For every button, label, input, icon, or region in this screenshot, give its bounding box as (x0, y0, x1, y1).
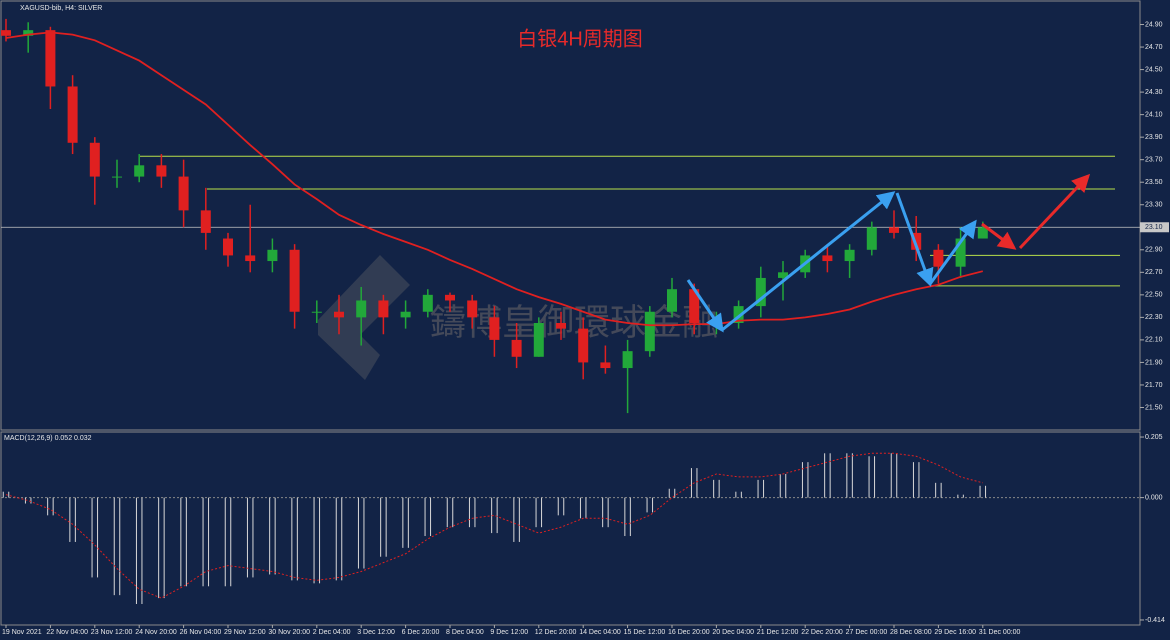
y-tick-label: 23.30 (1145, 202, 1163, 209)
candle-body (156, 165, 167, 177)
candle-body (378, 300, 389, 318)
candle-body (644, 311, 655, 352)
y-tick-label: 23.90 (1145, 134, 1163, 141)
candle-body (334, 311, 344, 318)
y-tick-label: 24.70 (1145, 44, 1163, 51)
x-tick-label: 24 Nov 20:00 (135, 629, 177, 636)
price-frame (0, 0, 1141, 431)
candle-body (422, 294, 433, 312)
candle-body (67, 86, 78, 143)
macd-label: MACD(12,26,9) 0.052 0.032 (4, 435, 92, 442)
candle-body (689, 289, 700, 323)
y-tick-label: 24.30 (1145, 89, 1163, 96)
header: XAGUSD-bib, H4: SILVER (20, 5, 102, 12)
y-tick-label: 22.90 (1145, 247, 1163, 254)
candle-body (267, 249, 278, 262)
x-tick-label: 16 Dec 20:00 (668, 629, 710, 636)
candle-body (511, 339, 522, 357)
x-tick-label: 9 Dec 12:00 (490, 629, 528, 636)
candle-body (289, 249, 300, 312)
candle-body (134, 165, 145, 177)
candle-body (23, 30, 34, 36)
x-tick-label: 22 Dec 20:00 (801, 629, 843, 636)
candle-body (467, 300, 478, 318)
y-tick-label: 22.10 (1145, 337, 1163, 344)
candle-body (911, 232, 922, 250)
candle-body (977, 227, 988, 239)
annotation-arrows (686, 173, 1091, 333)
x-tick-label: 2 Dec 04:00 (313, 629, 351, 636)
candle-body (866, 227, 877, 250)
x-tick-label: 30 Nov 20:00 (268, 629, 310, 636)
x-tick-label: 29 Dec 16:00 (934, 629, 976, 636)
candle-body (445, 294, 455, 301)
candle-body (400, 311, 411, 318)
y-tick-label: 0.000 (1145, 494, 1163, 501)
y-tick-label: 22.50 (1145, 292, 1163, 299)
y-tick-label: 23.50 (1145, 179, 1163, 186)
x-tick-label: 12 Dec 20:00 (535, 629, 577, 636)
x-tick-label: 26 Nov 04:00 (180, 629, 222, 636)
x-tick-label: 31 Dec 00:00 (979, 629, 1021, 636)
candle-body (200, 210, 211, 233)
x-tick-label: 3 Dec 12:00 (357, 629, 395, 636)
candle-body (356, 300, 367, 318)
y-tick-label: 22.30 (1145, 314, 1163, 321)
x-tick-label: 29 Nov 12:00 (224, 629, 266, 636)
candle-body (733, 306, 744, 323)
candle-body (533, 323, 544, 357)
candle-body (667, 289, 677, 312)
candle-body (844, 249, 855, 262)
x-tick-label: 15 Dec 12:00 (624, 629, 666, 636)
candle-body (223, 238, 233, 256)
candle-body (778, 272, 788, 278)
x-tick-label: 23 Nov 12:00 (91, 629, 133, 636)
candle-body (600, 362, 611, 369)
candle-body (178, 176, 189, 211)
x-tick-label: 8 Dec 04:00 (446, 629, 484, 636)
candle-body (489, 317, 500, 340)
macd-frame (0, 431, 1141, 626)
candle-body (1, 30, 11, 36)
price-label-bg (1140, 222, 1169, 233)
y-tick-label: 22.70 (1145, 269, 1163, 276)
candle-body (622, 351, 633, 369)
y-tick-label: 23.70 (1145, 157, 1163, 164)
candle-body (556, 323, 566, 329)
y-tick-label: 0.205 (1145, 434, 1163, 441)
candle-body (933, 249, 944, 267)
candle-body (955, 238, 966, 267)
y-tick-label: 21.90 (1145, 359, 1163, 366)
x-tick-label: 22 Nov 04:00 (46, 629, 88, 636)
watermark-logo (318, 255, 410, 380)
x-tick-label: 28 Dec 08:00 (890, 629, 932, 636)
candle-body (311, 311, 322, 313)
candle-body (245, 255, 256, 262)
chart-title: 白银4H周期图 (517, 27, 643, 50)
y-tick-label: -0.414 (1145, 617, 1165, 624)
x-tick-label: 20 Dec 04:00 (712, 629, 754, 636)
candle-body (755, 277, 766, 307)
x-tick-label: 21 Dec 12:00 (757, 629, 799, 636)
moving-average (5, 31, 984, 327)
candle-body (889, 227, 899, 233)
candle-body (822, 255, 833, 262)
y-tick-label: 21.50 (1145, 404, 1163, 411)
x-tick-label: 27 Dec 00:00 (846, 629, 888, 636)
x-tick-label: 14 Dec 04:00 (579, 629, 621, 636)
y-tick-label: 24.50 (1145, 66, 1163, 73)
candle-body (112, 176, 122, 178)
y-tick-label: 24.10 (1145, 111, 1163, 118)
y-tick-label: 21.70 (1145, 382, 1163, 389)
y-tick-label: 24.90 (1145, 21, 1163, 28)
x-tick-label: 6 Dec 20:00 (402, 629, 440, 636)
price-label: 23.10 (1145, 224, 1163, 231)
candle-body (45, 30, 56, 87)
candle-body (89, 142, 100, 177)
candle-body (578, 328, 589, 363)
x-tick-label: 19 Nov 2021 (2, 629, 42, 636)
